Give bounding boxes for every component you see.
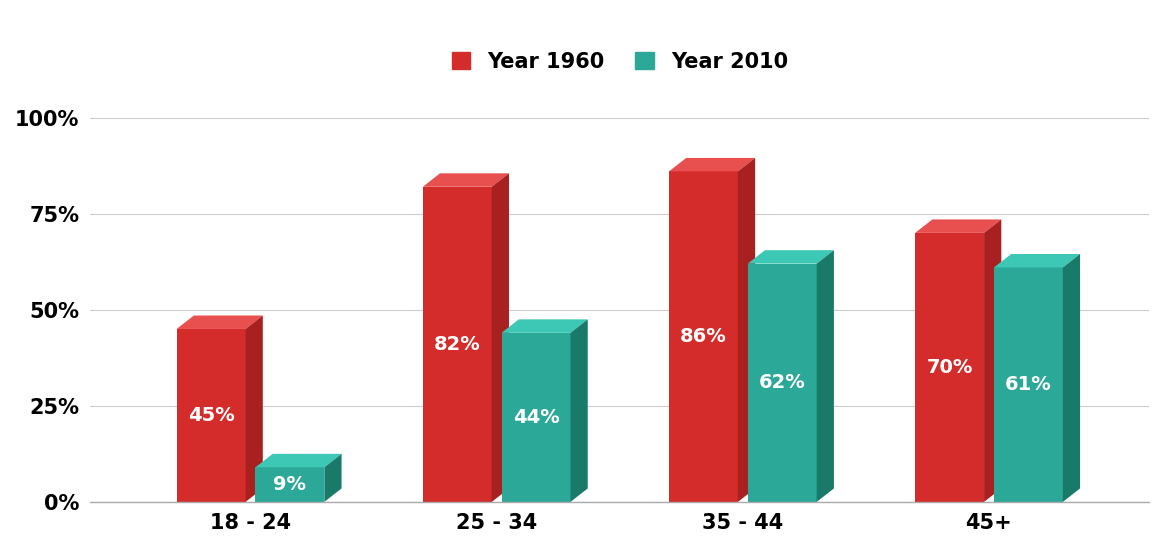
Text: 61%: 61% bbox=[1005, 375, 1052, 394]
Polygon shape bbox=[669, 158, 755, 172]
Polygon shape bbox=[423, 173, 509, 187]
Polygon shape bbox=[747, 264, 817, 502]
Polygon shape bbox=[491, 173, 509, 502]
Text: 82%: 82% bbox=[434, 335, 481, 354]
Text: 70%: 70% bbox=[927, 358, 973, 377]
Polygon shape bbox=[994, 254, 1080, 267]
Polygon shape bbox=[502, 319, 588, 333]
Polygon shape bbox=[177, 316, 263, 329]
Polygon shape bbox=[502, 333, 570, 502]
Polygon shape bbox=[817, 250, 833, 502]
Polygon shape bbox=[915, 233, 984, 502]
Polygon shape bbox=[984, 219, 1001, 502]
Polygon shape bbox=[747, 250, 833, 264]
Polygon shape bbox=[423, 187, 491, 502]
Text: 9%: 9% bbox=[274, 475, 306, 494]
Polygon shape bbox=[325, 454, 341, 502]
Text: 62%: 62% bbox=[759, 373, 805, 392]
Polygon shape bbox=[246, 316, 263, 502]
Polygon shape bbox=[738, 158, 755, 502]
Polygon shape bbox=[915, 219, 1001, 233]
Legend: Year 1960, Year 2010: Year 1960, Year 2010 bbox=[443, 43, 796, 80]
Text: 86%: 86% bbox=[680, 327, 726, 346]
Polygon shape bbox=[255, 467, 325, 502]
Polygon shape bbox=[994, 267, 1063, 502]
Polygon shape bbox=[177, 329, 246, 502]
Text: 45%: 45% bbox=[187, 406, 234, 425]
Polygon shape bbox=[255, 454, 341, 467]
Text: 44%: 44% bbox=[512, 408, 560, 427]
Polygon shape bbox=[570, 319, 588, 502]
Polygon shape bbox=[669, 172, 738, 502]
Polygon shape bbox=[1063, 254, 1080, 502]
